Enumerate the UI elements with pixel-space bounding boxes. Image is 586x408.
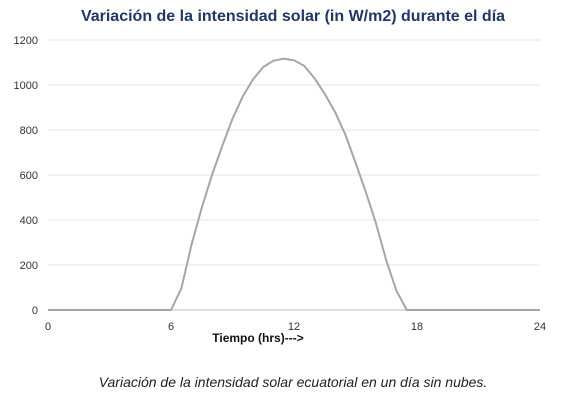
series-line [48, 57, 540, 311]
x-tick-label: 6 [168, 321, 174, 333]
y-tick-label: 0 [32, 305, 38, 317]
y-tick-label: 800 [20, 125, 38, 137]
y-tick-label: 1200 [14, 35, 38, 47]
y-tick-label: 600 [20, 170, 38, 182]
x-axis-ticks: 0 6 12 18 24 [45, 321, 546, 333]
y-tick-label: 400 [20, 215, 38, 227]
x-tick-label: 12 [288, 321, 300, 333]
figure-caption: Variación de la intensidad solar ecuator… [98, 374, 488, 390]
chart-title: Variación de la intensidad solar (in W/m… [80, 8, 506, 25]
y-axis-ticks: 0 200 400 600 800 1000 1200 [14, 35, 38, 317]
x-tick-label: 24 [534, 321, 546, 333]
x-tick-label: 18 [411, 321, 423, 333]
gridlines [48, 39, 540, 311]
y-tick-label: 200 [20, 260, 38, 272]
x-axis-title: Tiempo (hrs)---> [212, 331, 303, 345]
y-tick-label: 1000 [14, 80, 38, 92]
x-tick-label: 0 [45, 321, 51, 333]
